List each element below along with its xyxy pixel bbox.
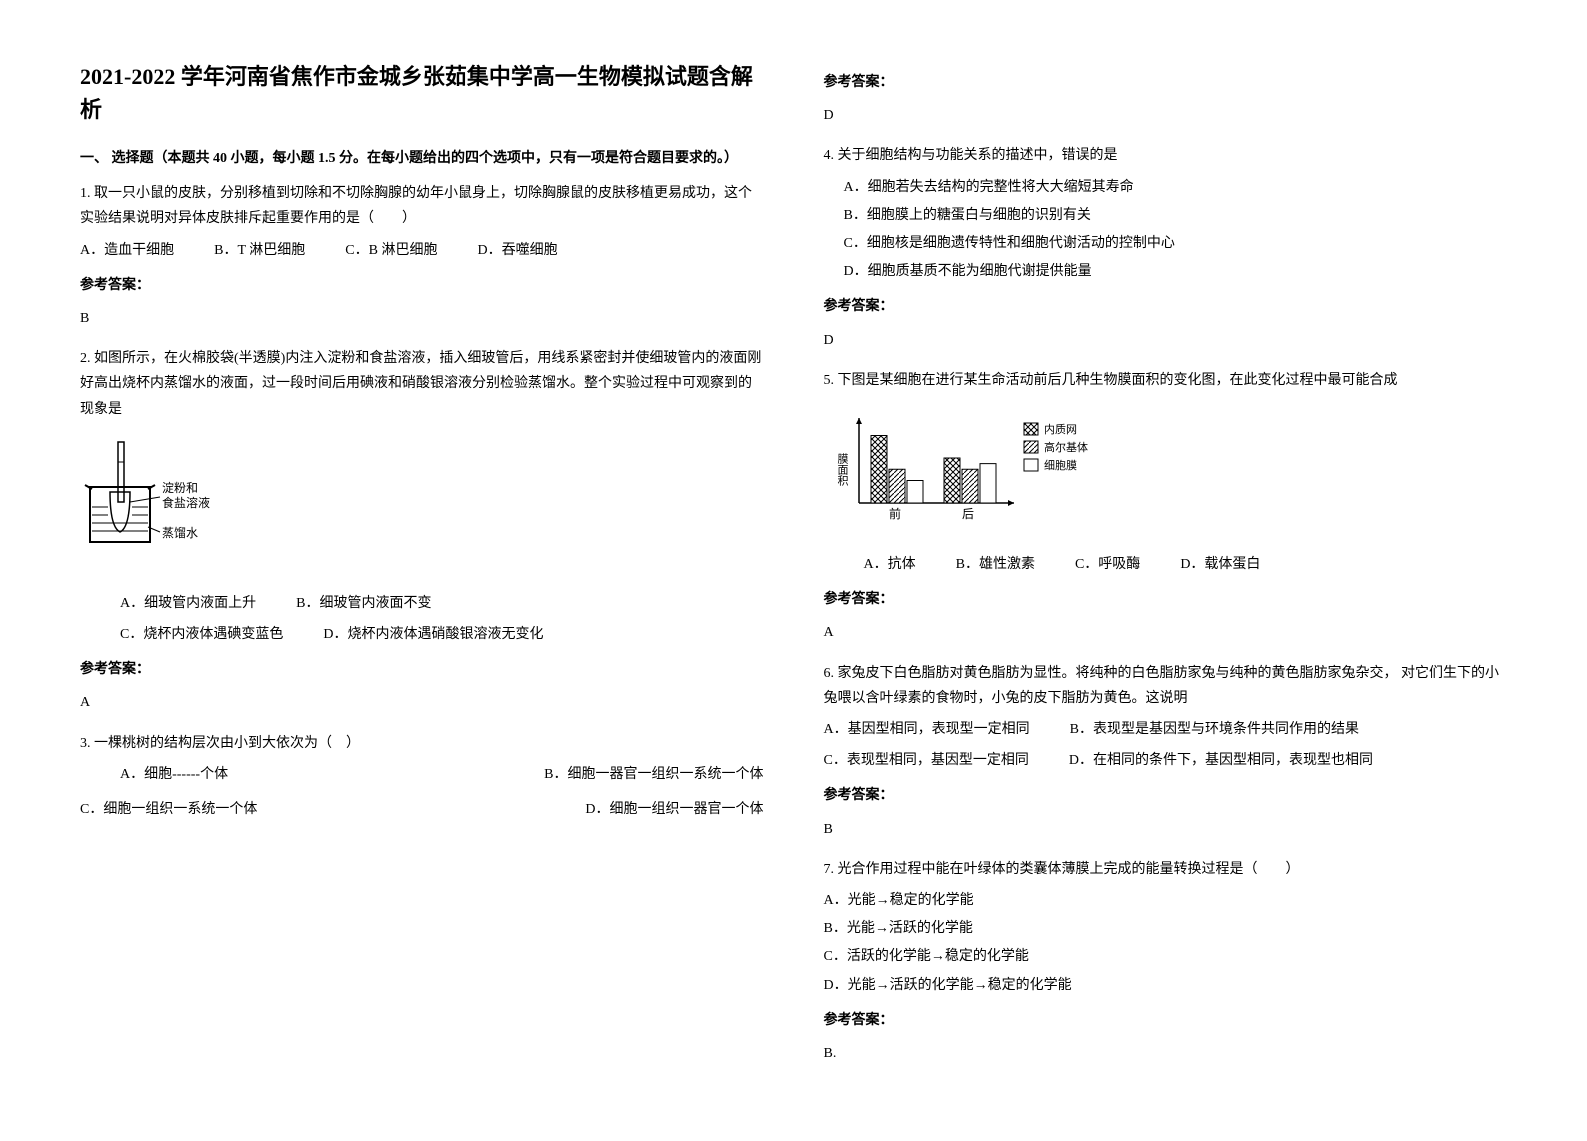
question-6: 6. 家兔皮下白色脂肪对黄色脂肪为显性。将纯种的白色脂肪家兔与纯种的黄色脂肪家兔… [824,661,1508,842]
q5-chart: 膜面积前 后 内质网高尔基体细胞膜 [824,403,1508,542]
q6-optA: A．基因型相同，表现型一定相同 [824,717,1030,742]
diagram-label-2: 蒸馏水 [162,526,198,540]
question-4: 4. 关于细胞结构与功能关系的描述中，错误的是 A．细胞若失去结构的完整性将大大… [824,143,1508,352]
q5-optC: C．呼吸酶 [1075,552,1140,577]
q7-optB: B．光能→活跃的化学能 [824,916,1508,941]
q1-optA: A．造血干细胞 [80,238,174,263]
q7-optD: D．光能→活跃的化学能→稳定的化学能 [824,973,1508,998]
q3-optD: D．细胞一组织一器官一个体 [585,797,763,822]
q6-answer: B [824,817,1508,842]
question-3: 3. 一棵桃树的结构层次由小到大依次为（ ） A．细胞------个体 B．细胞… [80,731,764,823]
q4-answer: D [824,328,1508,353]
q3-text: 3. 一棵桃树的结构层次由小到大依次为（ ） [80,731,764,756]
diagram-label-1: 淀粉和 [162,481,198,495]
question-7: 7. 光合作用过程中能在叶绿体的类囊体薄膜上完成的能量转换过程是（ ） A．光能… [824,857,1508,1066]
membrane-chart-svg: 膜面积前 后 内质网高尔基体细胞膜 [824,403,1124,533]
q4-optD: D．细胞质基质不能为细胞代谢提供能量 [844,259,1508,284]
q7-text: 7. 光合作用过程中能在叶绿体的类囊体薄膜上完成的能量转换过程是（ ） [824,857,1508,882]
q3-answer: D [824,103,1508,128]
q6-answer-label: 参考答案： [824,783,1508,808]
q3-answer-label: 参考答案： [824,70,1508,95]
q2-diagram: 淀粉和 食盐溶液 蒸馏水 [80,437,764,576]
q5-optD: D．载体蛋白 [1180,552,1260,577]
q5-optA: A．抗体 [864,552,916,577]
q7-answer: B. [824,1041,1508,1066]
diagram-label-1b: 食盐溶液 [162,495,210,510]
q4-text: 4. 关于细胞结构与功能关系的描述中，错误的是 [824,143,1508,168]
q5-optB: B．雄性激素 [956,552,1035,577]
q6-optD: D．在相同的条件下，基因型相同，表现型也相同 [1069,748,1373,773]
q5-text: 5. 下图是某细胞在进行某生命活动前后几种生物膜面积的变化图，在此变化过程中最可… [824,368,1508,393]
q3-options: A．细胞------个体 B．细胞一器官一组织一系统一个体 C．细胞一组织一系统… [80,762,764,822]
q2-optC: C．烧杯内液体遇碘变蓝色 [120,622,283,647]
question-2: 2. 如图所示，在火棉胶袋(半透膜)内注入淀粉和食盐溶液，插入细玻管后，用线系紧… [80,346,764,716]
q3-optB: B．细胞一器官一组织一系统一个体 [544,762,763,787]
q1-optD: D．吞噬细胞 [477,238,557,263]
q1-answer: B [80,306,764,331]
q5-answer-label: 参考答案： [824,587,1508,612]
q1-optC: C．B 淋巴细胞 [345,238,437,263]
document-title: 2021-2022 学年河南省焦作市金城乡张茹集中学高一生物模拟试题含解析 [80,60,764,126]
svg-text:前: 前 [888,506,900,521]
q2-answer: A [80,690,764,715]
section-header: 一、 选择题（本题共 40 小题，每小题 1.5 分。在每小题给出的四个选项中，… [80,146,764,171]
q3-optC: C．细胞一组织一系统一个体 [80,797,257,822]
q4-optB: B．细胞膜上的糖蛋白与细胞的识别有关 [844,203,1508,228]
question-1: 1. 取一只小鼠的皮肤，分别移植到切除和不切除胸腺的幼年小鼠身上，切除胸腺鼠的皮… [80,181,764,331]
q4-optC: C．细胞核是细胞遗传特性和细胞代谢活动的控制中心 [844,231,1508,256]
q2-answer-label: 参考答案： [80,657,764,682]
q7-optC: C．活跃的化学能→稳定的化学能 [824,944,1508,969]
q1-optB: B．T 淋巴细胞 [214,238,305,263]
q2-optD: D．烧杯内液体遇硝酸银溶液无变化 [323,622,543,647]
svg-text:膜面积: 膜面积 [836,453,849,487]
q6-options: A．基因型相同，表现型一定相同 B．表现型是基因型与环境条件共同作用的结果 C．… [824,717,1508,773]
q2-text: 2. 如图所示，在火棉胶袋(半透膜)内注入淀粉和食盐溶液，插入细玻管后，用线系紧… [80,346,764,422]
q6-optC: C．表现型相同，基因型一定相同 [824,748,1029,773]
q2-optA: A．细玻管内液面上升 [120,591,256,616]
q5-options: A．抗体 B．雄性激素 C．呼吸酶 D．载体蛋白 [824,552,1508,577]
q1-answer-label: 参考答案： [80,273,764,298]
q4-optA: A．细胞若失去结构的完整性将大大缩短其寿命 [844,175,1508,200]
svg-text:后: 后 [961,507,973,521]
question-5: 5. 下图是某细胞在进行某生命活动前后几种生物膜面积的变化图，在此变化过程中最可… [824,368,1508,646]
q6-optB: B．表现型是基因型与环境条件共同作用的结果 [1070,717,1359,742]
q6-text: 6. 家兔皮下白色脂肪对黄色脂肪为显性。将纯种的白色脂肪家兔与纯种的黄色脂肪家兔… [824,661,1508,711]
beaker-diagram-svg: 淀粉和 食盐溶液 蒸馏水 [80,437,240,567]
q1-options: A．造血干细胞 B．T 淋巴细胞 C．B 淋巴细胞 D．吞噬细胞 [80,238,764,263]
q7-optA: A．光能→稳定的化学能 [824,888,1508,913]
q2-options: A．细玻管内液面上升 B．细玻管内液面不变 C．烧杯内液体遇碘变蓝色 D．烧杯内… [80,591,764,647]
q4-answer-label: 参考答案： [824,294,1508,319]
svg-text:高尔基体: 高尔基体 [1044,440,1088,454]
page-columns: 2021-2022 学年河南省焦作市金城乡张茹集中学高一生物模拟试题含解析 一、… [80,60,1507,1081]
svg-text:内质网: 内质网 [1044,422,1077,436]
q7-answer-label: 参考答案： [824,1008,1508,1033]
q3-optA: A．细胞------个体 [80,762,228,787]
right-column: 参考答案： D 4. 关于细胞结构与功能关系的描述中，错误的是 A．细胞若失去结… [824,60,1508,1081]
svg-text:细胞膜: 细胞膜 [1044,459,1077,472]
left-column: 2021-2022 学年河南省焦作市金城乡张茹集中学高一生物模拟试题含解析 一、… [80,60,764,1081]
q1-text: 1. 取一只小鼠的皮肤，分别移植到切除和不切除胸腺的幼年小鼠身上，切除胸腺鼠的皮… [80,181,764,231]
q5-answer: A [824,620,1508,645]
q2-optB: B．细玻管内液面不变 [296,591,431,616]
